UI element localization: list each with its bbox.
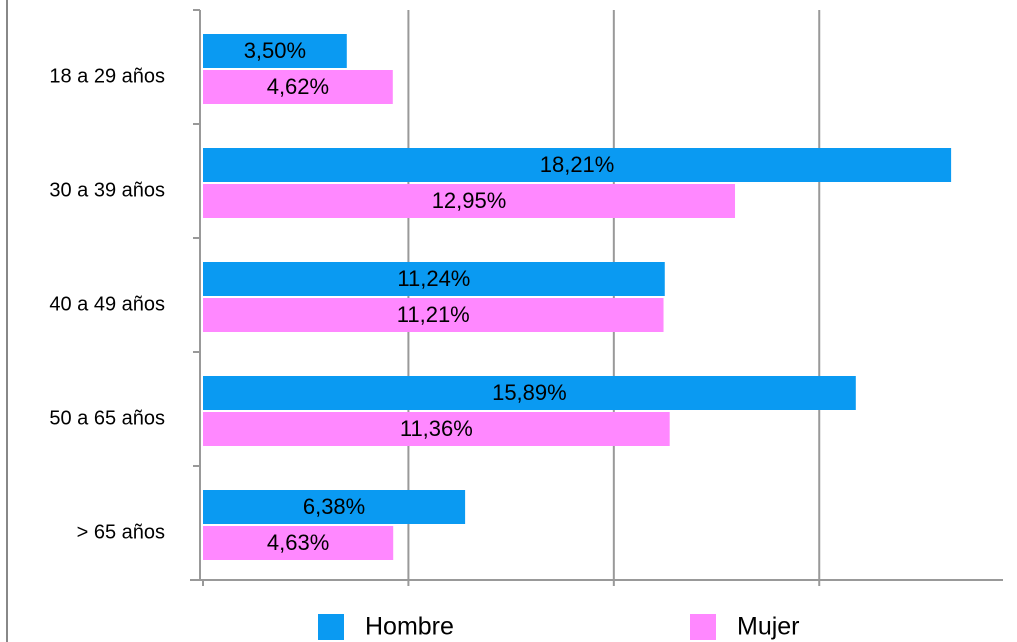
data-label: 6,38% [303,494,365,519]
category-label: > 65 años [77,521,165,543]
bar [203,526,394,560]
bar [203,490,466,524]
bar [203,34,347,68]
bar [203,148,952,182]
category-label: 40 a 49 años [49,293,165,315]
category-label: 18 a 29 años [49,65,165,87]
legend-swatch [690,614,716,640]
data-label: 11,36% [400,416,473,441]
data-label: 18,21% [540,152,615,177]
data-label: 12,95% [432,188,507,213]
legend-label: Mujer [737,613,800,641]
bar [203,376,856,410]
legend-swatch [318,614,344,640]
data-label: 11,21% [397,302,470,327]
data-label: 3,50% [244,38,306,63]
data-label: 4,63% [267,530,329,555]
category-label: 50 a 65 años [49,407,165,429]
category-label: 30 a 39 años [49,179,165,201]
bar [203,298,664,332]
bar [203,70,393,104]
data-label: 15,89% [492,380,567,405]
bar [203,262,665,296]
legend-label: Hombre [365,613,454,641]
data-label: 4,62% [267,74,329,99]
data-label: 11,24% [397,266,470,291]
bar [203,412,670,446]
bar [203,184,736,218]
